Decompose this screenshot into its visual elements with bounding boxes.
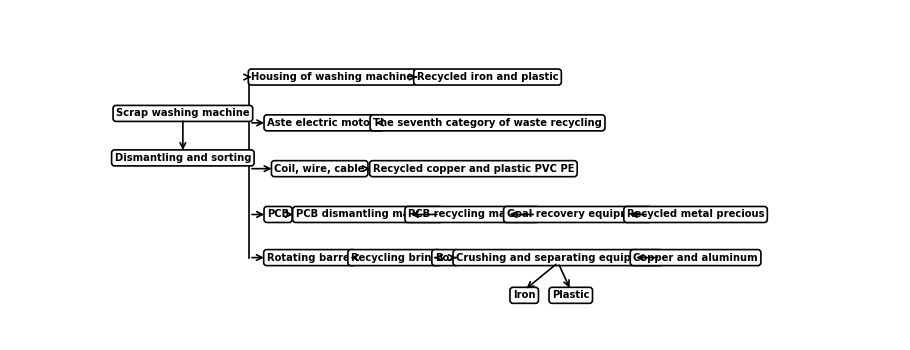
Text: Plastic: Plastic <box>552 290 590 300</box>
Text: Coil, wire, cable: Coil, wire, cable <box>275 164 365 174</box>
Text: Recycling brine: Recycling brine <box>351 253 438 262</box>
Text: Dismantling and sorting: Dismantling and sorting <box>115 153 251 163</box>
Text: Crushing and separating equipment: Crushing and separating equipment <box>456 253 660 262</box>
Text: Rotating barrel: Rotating barrel <box>267 253 353 262</box>
Text: PCB dismantling machine: PCB dismantling machine <box>296 210 440 219</box>
Text: Recycled iron and plastic: Recycled iron and plastic <box>417 72 559 82</box>
Text: Iron: Iron <box>513 290 535 300</box>
Text: PCB recycling machine: PCB recycling machine <box>408 210 536 219</box>
Text: PCB: PCB <box>267 210 289 219</box>
Text: Housing of washing machine: Housing of washing machine <box>251 72 413 82</box>
Text: Copper and aluminum: Copper and aluminum <box>633 253 758 262</box>
Text: Aste electric motors: Aste electric motors <box>267 118 380 128</box>
Text: The seventh category of waste recycling: The seventh category of waste recycling <box>373 118 602 128</box>
Text: Box: Box <box>435 253 456 262</box>
Text: Recycled metal precious: Recycled metal precious <box>627 210 764 219</box>
Text: Goal recovery equipment: Goal recovery equipment <box>507 210 649 219</box>
Text: Scrap washing machine: Scrap washing machine <box>116 108 249 118</box>
Text: Recycled copper and plastic PVC PE: Recycled copper and plastic PVC PE <box>373 164 574 174</box>
